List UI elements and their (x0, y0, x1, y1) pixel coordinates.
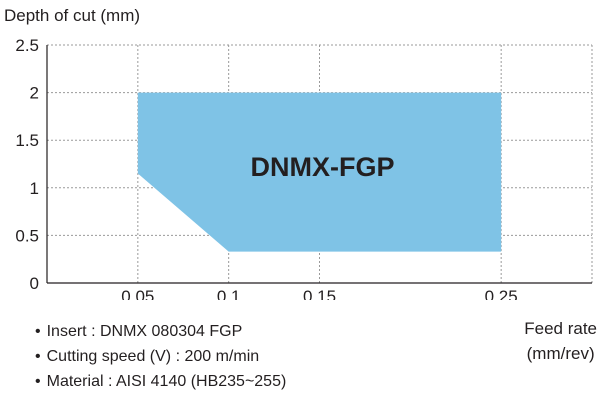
note-cutting-speed: Cutting speed (V) : 200 m/min (35, 344, 286, 369)
region-dnmx-fgp (137, 92, 502, 252)
note-insert: Insert : DNMX 080304 FGP (35, 319, 286, 344)
y-axis-label: Depth of cut (mm) (4, 6, 141, 25)
y-tick-label-1: 0.5 (15, 226, 39, 245)
x-tick-label-2: 0.15 (303, 287, 336, 300)
y-tick-label-4: 2 (30, 84, 39, 103)
cutting-chart: DNMX-FGP 0 0.5 1 1.5 2 2.5 0.05 0.1 0.15 0.25 (15, 36, 593, 300)
test-conditions: Insert : DNMX 080304 FGP Cutting speed (… (35, 319, 287, 394)
x-axis-label-line-2: (mm/rev) (526, 344, 595, 363)
operating-region: DNMX-FGP (137, 92, 502, 252)
x-tick-label-3: 0.25 (485, 287, 518, 300)
region-label: DNMX-FGP (251, 152, 395, 182)
y-tick-label-2: 1 (30, 179, 39, 198)
x-tick-label-0: 0.05 (121, 287, 154, 300)
y-tick-label-5: 2.5 (15, 36, 39, 55)
axes (46, 45, 592, 284)
note-material: Material : AISI 4140 (HB235~255) (35, 369, 287, 394)
y-tick-label-0: 0 (30, 274, 39, 293)
x-axis-label-line-1: Feed rate (524, 319, 597, 338)
x-tick-label-1: 0.1 (217, 287, 241, 300)
tick-labels: 0 0.5 1 1.5 2 2.5 0.05 0.1 0.15 0.25 (15, 36, 517, 300)
x-axis-label: Feed rate (mm/rev) (524, 316, 597, 366)
y-tick-label-3: 1.5 (15, 131, 39, 150)
